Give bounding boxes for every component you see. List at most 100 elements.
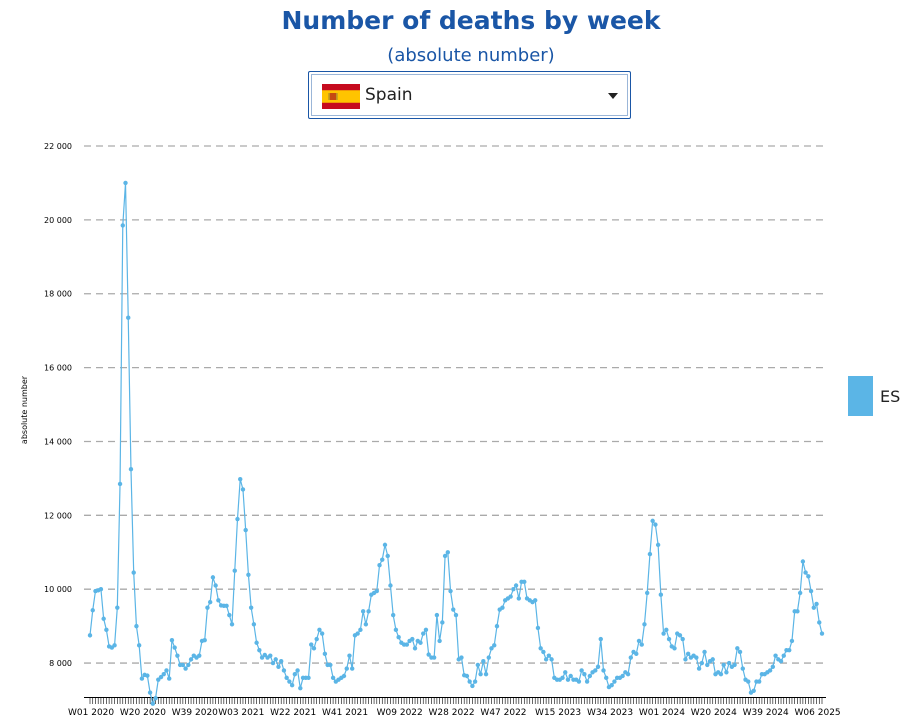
data-point[interactable]: [104, 627, 109, 633]
data-point[interactable]: [445, 550, 451, 555]
data-point[interactable]: [442, 553, 448, 559]
data-point[interactable]: [240, 487, 246, 492]
data-point[interactable]: [718, 671, 724, 677]
data-point[interactable]: [385, 553, 390, 559]
data-point[interactable]: [186, 662, 191, 668]
data-point[interactable]: [535, 625, 541, 631]
data-point[interactable]: [797, 590, 803, 596]
data-point[interactable]: [658, 592, 664, 597]
data-point[interactable]: [459, 655, 464, 660]
data-point[interactable]: [814, 601, 819, 607]
data-point[interactable]: [579, 668, 584, 673]
data-point[interactable]: [724, 670, 729, 675]
data-point[interactable]: [699, 660, 705, 666]
data-point[interactable]: [516, 596, 522, 601]
data-point[interactable]: [248, 605, 254, 610]
data-point[interactable]: [781, 653, 786, 658]
data-point[interactable]: [418, 640, 423, 645]
data-point[interactable]: [538, 646, 543, 651]
data-point[interactable]: [541, 649, 546, 655]
data-point[interactable]: [238, 476, 243, 482]
data-point[interactable]: [508, 594, 513, 599]
data-point[interactable]: [625, 671, 631, 677]
data-point[interactable]: [273, 657, 278, 662]
data-point[interactable]: [360, 609, 366, 614]
data-point[interactable]: [410, 636, 415, 642]
data-point[interactable]: [434, 612, 440, 618]
data-point[interactable]: [601, 668, 606, 673]
data-point[interactable]: [787, 647, 792, 653]
data-point[interactable]: [120, 223, 125, 228]
data-point[interactable]: [262, 652, 268, 658]
data-point[interactable]: [448, 588, 453, 594]
data-point[interactable]: [278, 659, 284, 664]
data-point[interactable]: [388, 583, 393, 588]
data-point[interactable]: [563, 670, 568, 675]
data-point[interactable]: [207, 599, 213, 605]
data-point[interactable]: [650, 518, 655, 524]
data-point[interactable]: [472, 679, 478, 684]
data-point[interactable]: [513, 583, 519, 588]
data-point[interactable]: [726, 660, 732, 666]
data-point[interactable]: [421, 631, 426, 636]
data-point[interactable]: [289, 683, 295, 688]
chevron-down-icon[interactable]: [608, 93, 618, 99]
data-point[interactable]: [298, 685, 303, 691]
data-point[interactable]: [492, 643, 497, 648]
data-point[interactable]: [593, 668, 598, 673]
data-point[interactable]: [437, 638, 442, 644]
data-point[interactable]: [164, 668, 169, 673]
data-point[interactable]: [292, 671, 298, 677]
data-point[interactable]: [98, 587, 104, 592]
data-point[interactable]: [664, 627, 669, 633]
data-point[interactable]: [358, 627, 363, 633]
data-point[interactable]: [470, 683, 475, 689]
data-point[interactable]: [366, 609, 371, 614]
data-point[interactable]: [426, 652, 431, 657]
data-point[interactable]: [126, 315, 131, 320]
data-point[interactable]: [311, 646, 317, 651]
data-point[interactable]: [721, 662, 726, 668]
data-point[interactable]: [158, 674, 164, 680]
data-point[interactable]: [710, 657, 715, 662]
data-point[interactable]: [440, 620, 445, 625]
data-point[interactable]: [423, 627, 429, 633]
data-point[interactable]: [628, 655, 634, 660]
data-point[interactable]: [620, 673, 625, 679]
data-point[interactable]: [344, 666, 349, 671]
data-point[interactable]: [639, 642, 644, 647]
data-point[interactable]: [609, 683, 614, 688]
data-point[interactable]: [281, 668, 287, 673]
data-point[interactable]: [131, 570, 136, 575]
data-point[interactable]: [644, 590, 650, 596]
data-point[interactable]: [584, 679, 590, 684]
data-point[interactable]: [115, 605, 120, 610]
data-point[interactable]: [169, 637, 175, 643]
data-point[interactable]: [175, 653, 180, 658]
data-point[interactable]: [683, 657, 688, 662]
data-point[interactable]: [153, 695, 158, 701]
data-point[interactable]: [533, 598, 538, 603]
data-point[interactable]: [227, 612, 232, 618]
data-point[interactable]: [210, 575, 216, 580]
data-point[interactable]: [396, 635, 401, 640]
data-point[interactable]: [737, 649, 743, 655]
data-point[interactable]: [475, 662, 481, 668]
data-point[interactable]: [587, 673, 593, 679]
data-point[interactable]: [172, 645, 177, 650]
data-point[interactable]: [382, 542, 388, 548]
data-point[interactable]: [188, 657, 194, 662]
data-point[interactable]: [276, 664, 281, 669]
data-point[interactable]: [431, 655, 437, 660]
data-point[interactable]: [167, 676, 172, 681]
data-point[interactable]: [773, 653, 778, 658]
data-point[interactable]: [317, 627, 322, 633]
data-point[interactable]: [213, 583, 218, 588]
data-point[interactable]: [778, 659, 784, 664]
data-point[interactable]: [243, 527, 248, 533]
data-point[interactable]: [123, 180, 128, 186]
data-point[interactable]: [128, 466, 134, 472]
data-point[interactable]: [216, 598, 221, 603]
data-point[interactable]: [380, 557, 385, 562]
data-point[interactable]: [598, 636, 603, 642]
